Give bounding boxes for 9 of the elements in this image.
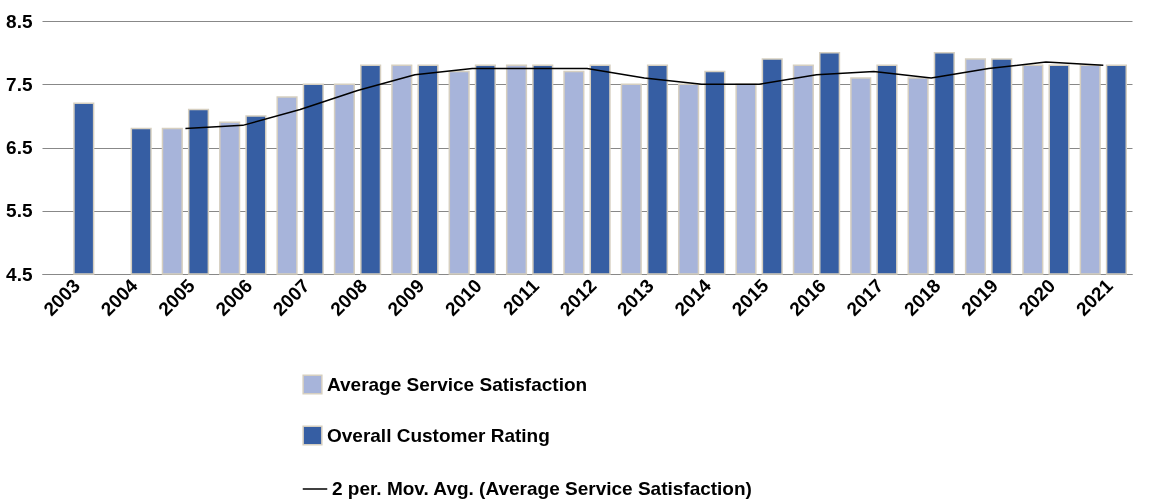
legend-label: Overall Customer Rating [327,424,550,446]
y-tick-label: 6.5 [6,137,33,158]
legend-label: Average Service Satisfaction [327,373,588,395]
legend-label: 2 per. Mov. Avg. (Average Service Satisfaction) [332,478,752,499]
line-series [184,61,1105,130]
y-tick-label: 5.5 [6,200,33,222]
y-tick-label: 8.5 [6,10,33,32]
y-tick-label: 7.5 [6,73,33,95]
y-tick-label: 4.5 [6,263,33,285]
